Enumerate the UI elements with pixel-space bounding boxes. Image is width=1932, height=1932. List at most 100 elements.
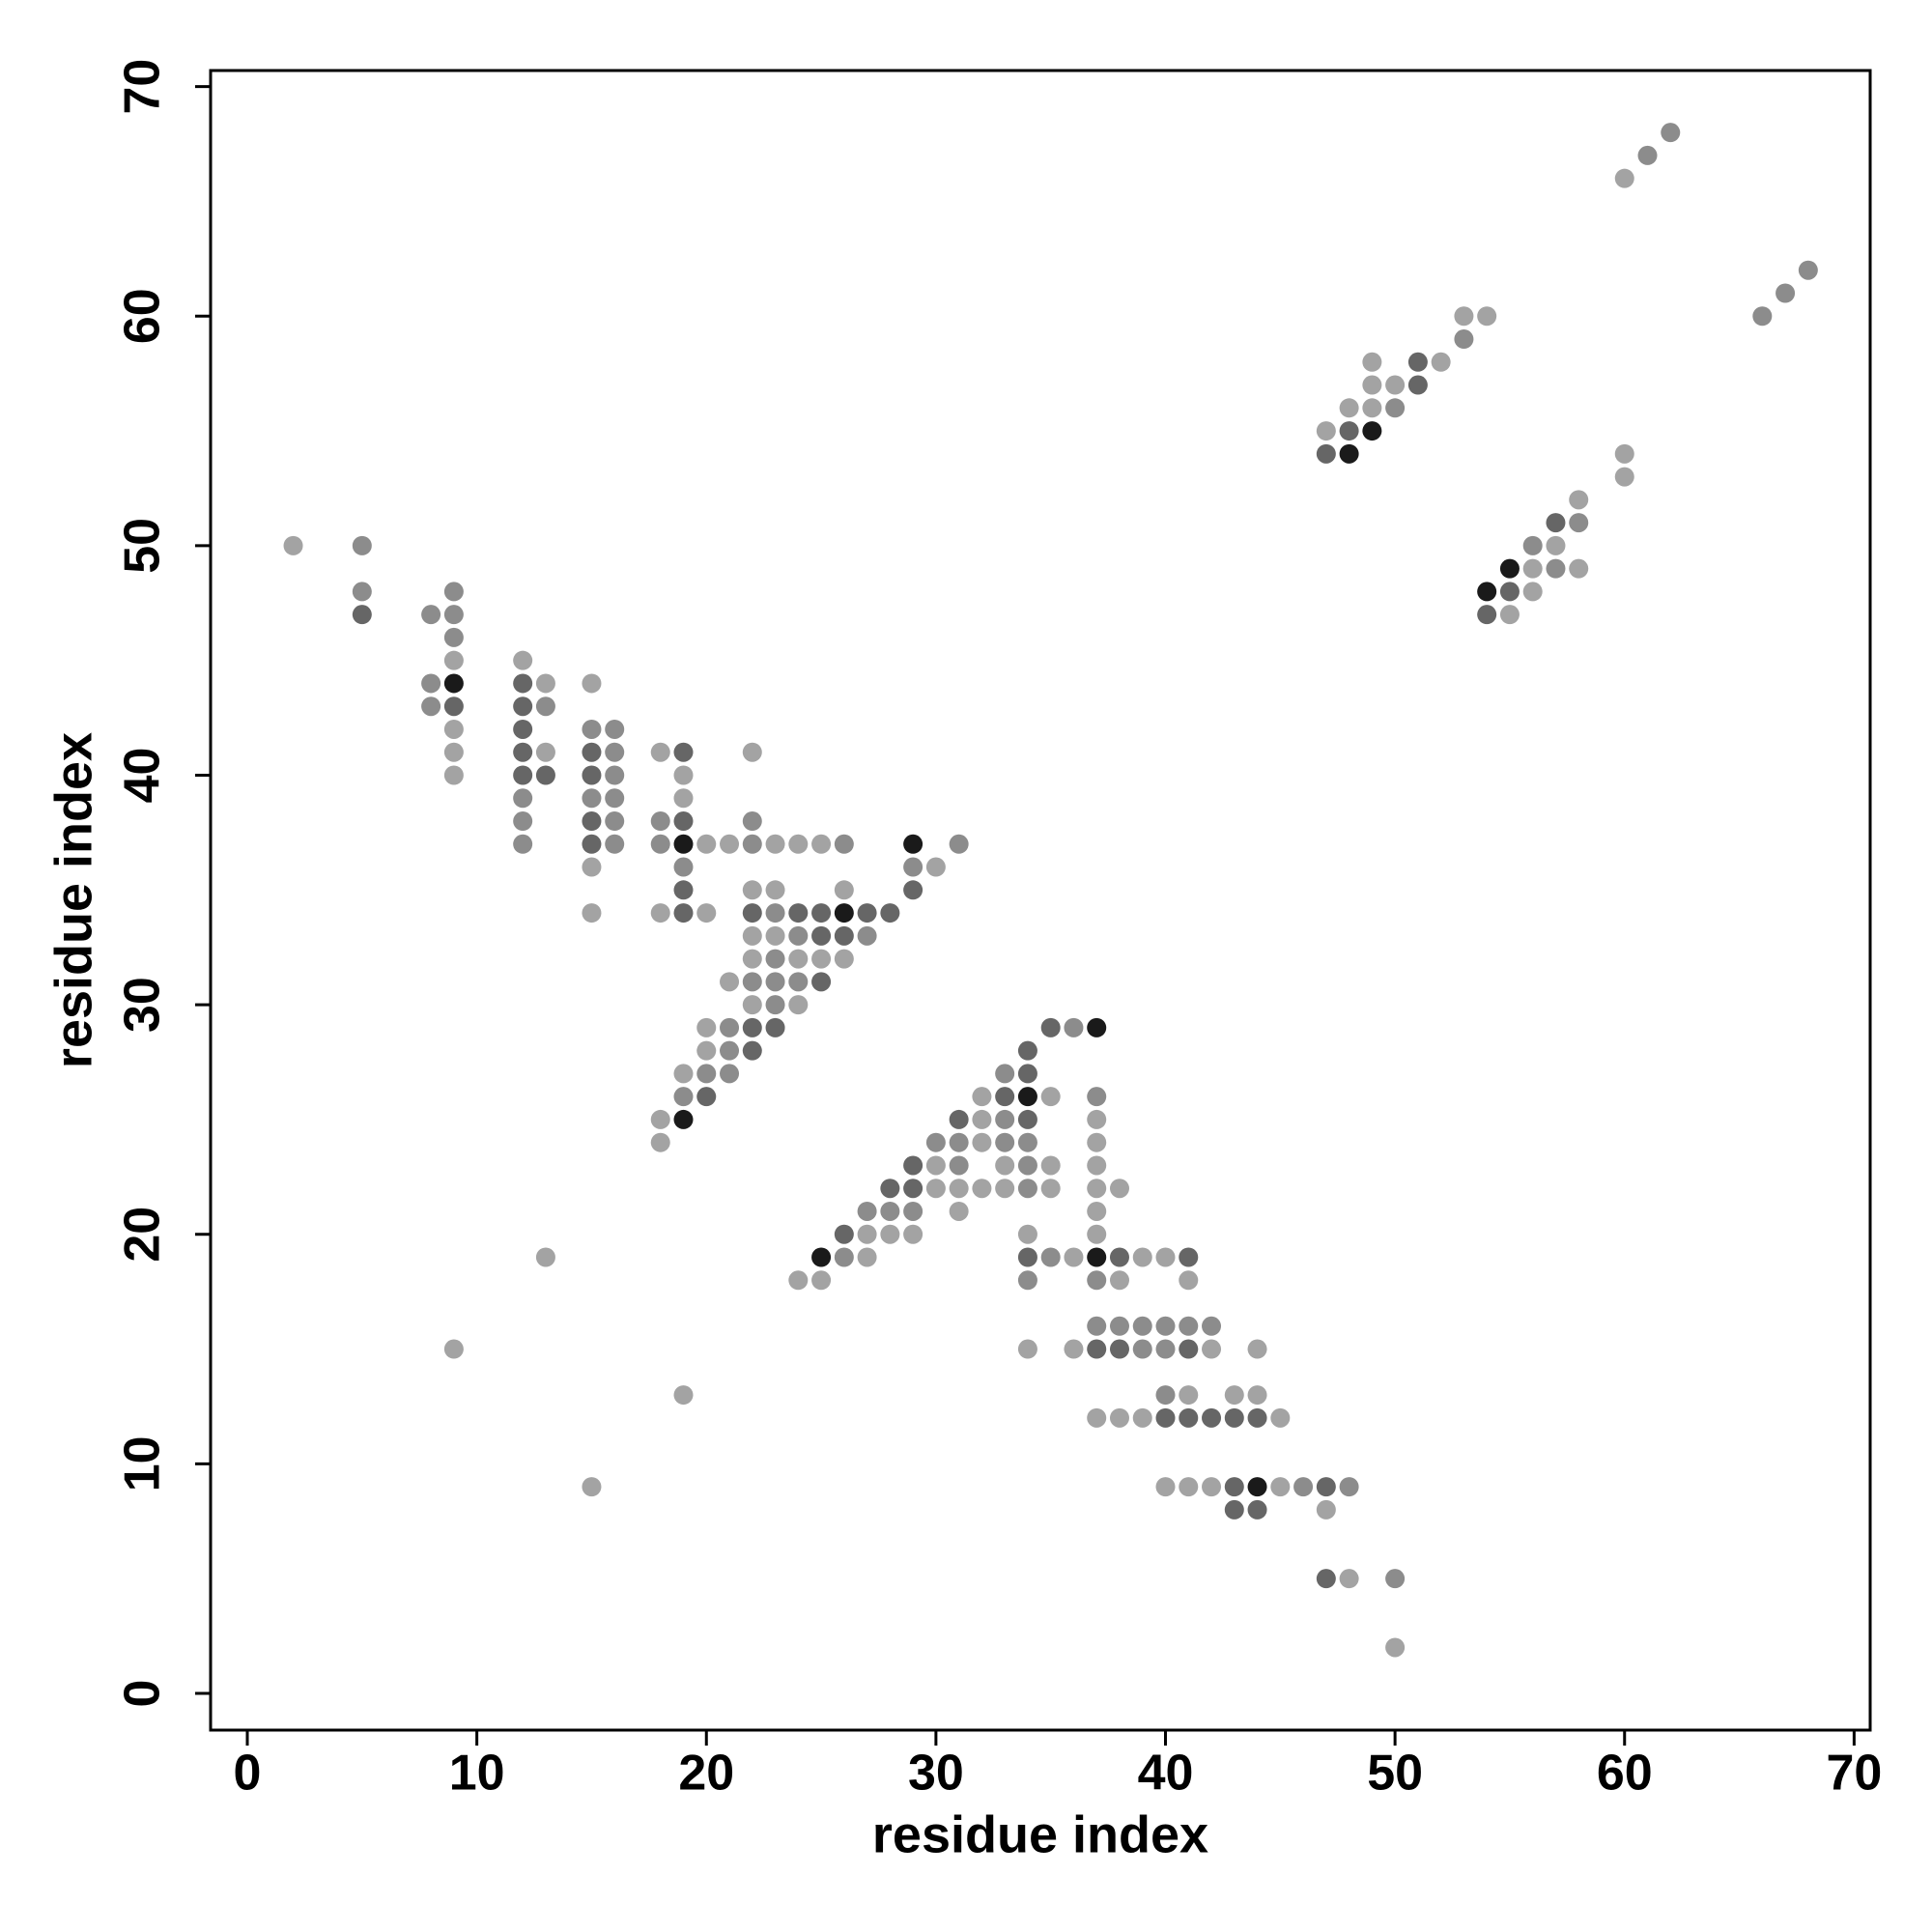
point	[1109, 1270, 1129, 1291]
point	[582, 857, 602, 877]
x-tick-label: 20	[678, 1746, 734, 1802]
point	[352, 535, 372, 555]
point	[857, 925, 877, 946]
point	[995, 1155, 1015, 1176]
point	[1339, 443, 1359, 464]
point	[1569, 490, 1589, 510]
point	[1017, 1109, 1037, 1129]
point	[1155, 1407, 1176, 1428]
point	[949, 1179, 969, 1199]
point	[742, 925, 762, 946]
point	[1339, 1569, 1359, 1589]
point	[1316, 1499, 1336, 1520]
point	[696, 1087, 717, 1107]
point	[742, 834, 762, 854]
point	[1087, 1179, 1107, 1199]
point	[1224, 1499, 1244, 1520]
point	[880, 1179, 900, 1199]
point	[1087, 1017, 1107, 1037]
point	[1087, 1270, 1107, 1291]
point	[650, 1109, 670, 1129]
point	[1798, 260, 1818, 280]
point	[535, 1247, 555, 1267]
point	[1132, 1316, 1152, 1336]
point	[720, 1040, 740, 1061]
point	[1339, 398, 1359, 418]
point	[696, 1040, 717, 1061]
point	[1202, 1339, 1222, 1359]
point	[1614, 467, 1634, 487]
point	[1247, 1339, 1267, 1359]
point	[972, 1087, 992, 1107]
point	[421, 673, 441, 694]
point	[742, 742, 762, 762]
point	[834, 949, 854, 969]
point	[673, 811, 694, 832]
point	[582, 834, 602, 854]
y-tick-label: 0	[115, 1680, 171, 1708]
point	[1247, 1407, 1267, 1428]
point	[1385, 1569, 1406, 1589]
point	[673, 1064, 694, 1084]
point	[811, 925, 832, 946]
point	[513, 696, 533, 717]
point	[1316, 421, 1336, 441]
point	[972, 1132, 992, 1152]
point	[1546, 535, 1566, 555]
point	[443, 605, 464, 625]
point	[1224, 1477, 1244, 1497]
point	[443, 719, 464, 739]
point	[1477, 582, 1497, 602]
point	[880, 903, 900, 923]
point	[1202, 1316, 1222, 1336]
point	[1522, 558, 1543, 579]
point	[605, 719, 625, 739]
point	[925, 857, 946, 877]
point	[673, 742, 694, 762]
point	[1087, 1316, 1107, 1336]
point	[1454, 306, 1474, 327]
point	[765, 903, 785, 923]
point	[834, 1247, 854, 1267]
point	[582, 788, 602, 809]
point	[1362, 398, 1382, 418]
point	[765, 972, 785, 992]
x-tick-label: 30	[908, 1746, 964, 1802]
point	[720, 1017, 740, 1037]
point	[903, 880, 923, 900]
point	[605, 788, 625, 809]
point	[1569, 513, 1589, 533]
point	[1247, 1477, 1267, 1497]
point	[513, 673, 533, 694]
y-tick-label: 70	[115, 59, 171, 115]
point	[1179, 1339, 1199, 1359]
point	[443, 627, 464, 647]
point	[1087, 1201, 1107, 1221]
point	[1109, 1179, 1129, 1199]
point	[1776, 283, 1796, 303]
point	[443, 1339, 464, 1359]
point	[1017, 1224, 1037, 1244]
y-tick-label: 20	[115, 1207, 171, 1263]
point	[765, 949, 785, 969]
point	[811, 972, 832, 992]
point	[605, 742, 625, 762]
point	[1385, 398, 1406, 418]
point	[903, 1179, 923, 1199]
point	[513, 742, 533, 762]
point	[1270, 1407, 1291, 1428]
point	[673, 1385, 694, 1406]
point	[535, 673, 555, 694]
y-tick-label: 50	[115, 518, 171, 574]
point	[443, 650, 464, 670]
point	[1109, 1339, 1129, 1359]
point	[720, 834, 740, 854]
point	[1477, 306, 1497, 327]
x-tick-label: 70	[1826, 1746, 1882, 1802]
point	[1155, 1385, 1176, 1406]
point	[1316, 1477, 1336, 1497]
point	[1385, 1637, 1406, 1658]
point	[1477, 605, 1497, 625]
point	[1522, 582, 1543, 602]
point	[788, 834, 809, 854]
